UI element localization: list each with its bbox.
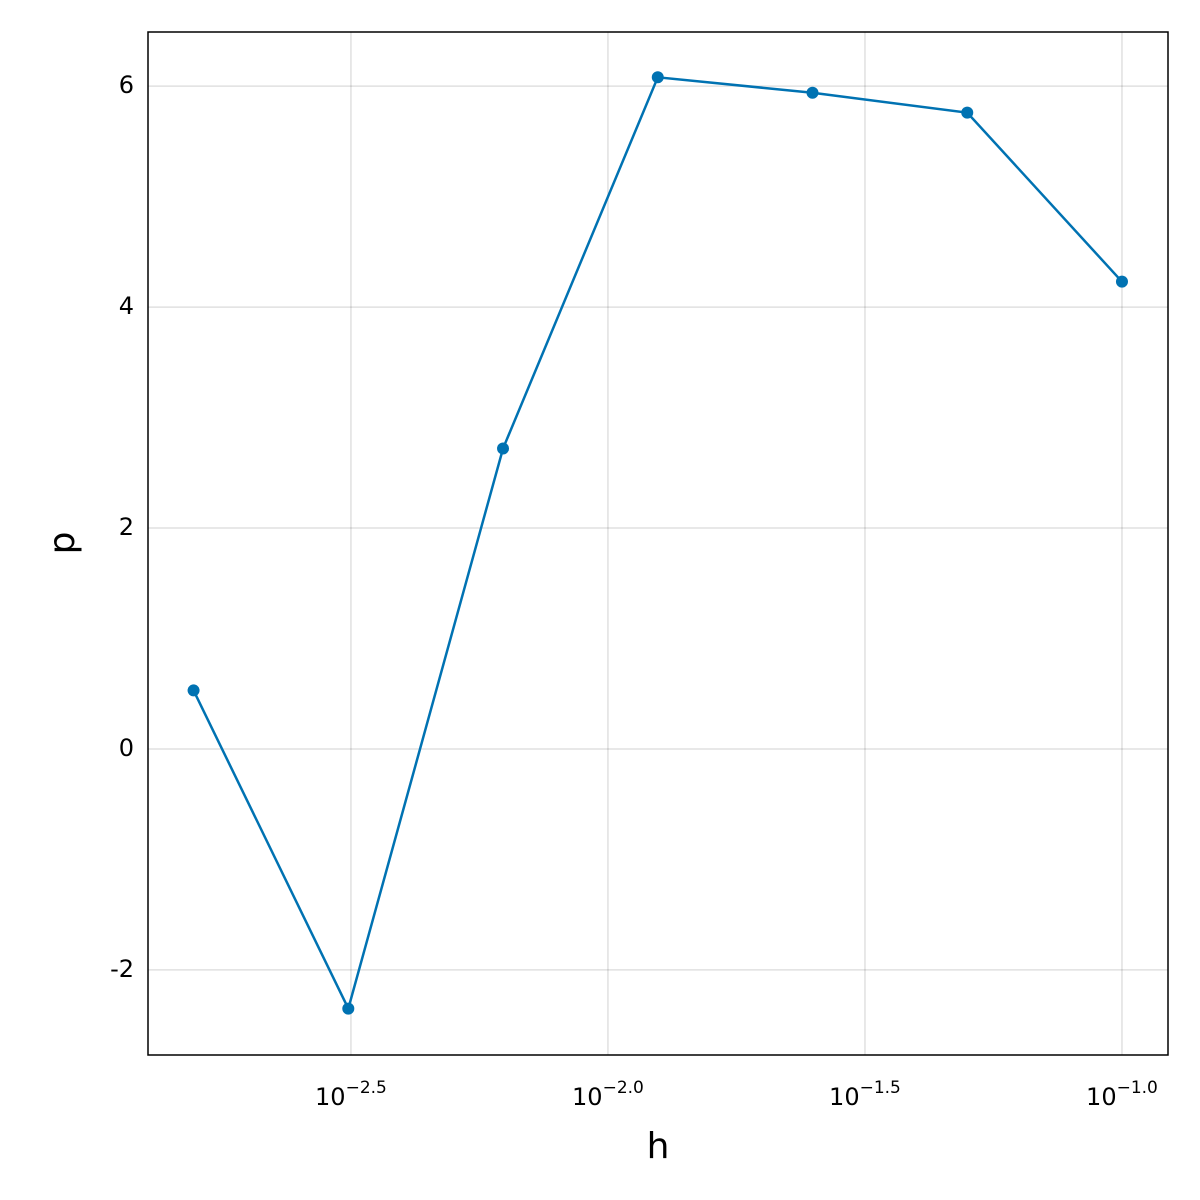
y-tick-label: -2	[110, 955, 134, 983]
x-tick-label: 10−1.0	[1086, 1078, 1158, 1111]
x-tick-label: 10−2.5	[315, 1078, 387, 1111]
x-tick-exponent: −1.5	[860, 1078, 901, 1098]
x-tick-base: 10	[1086, 1083, 1117, 1111]
point	[1115, 275, 1128, 288]
point	[806, 86, 819, 99]
x-tick-exponent: −2.5	[346, 1078, 387, 1098]
point	[651, 71, 664, 84]
x-tick-exponent: −1.0	[1117, 1078, 1158, 1098]
x-axis-label: h	[647, 1126, 670, 1167]
x-tick-label: 10−1.5	[829, 1078, 901, 1111]
y-axis-label: p	[42, 532, 83, 555]
point	[497, 442, 510, 455]
plot-frame	[147, 31, 1169, 1056]
point	[961, 106, 974, 119]
y-tick-label: 4	[119, 292, 134, 320]
point	[187, 684, 200, 697]
y-tick-label: 6	[119, 71, 134, 99]
x-tick-base: 10	[829, 1083, 860, 1111]
point	[342, 1002, 355, 1015]
x-tick-label: 10−2.0	[572, 1078, 644, 1111]
x-tick-exponent: −2.0	[603, 1078, 644, 1098]
x-tick-base: 10	[315, 1083, 346, 1111]
y-tick-label: 0	[119, 734, 134, 762]
x-tick-base: 10	[572, 1083, 603, 1111]
y-tick-label: 2	[119, 513, 134, 541]
